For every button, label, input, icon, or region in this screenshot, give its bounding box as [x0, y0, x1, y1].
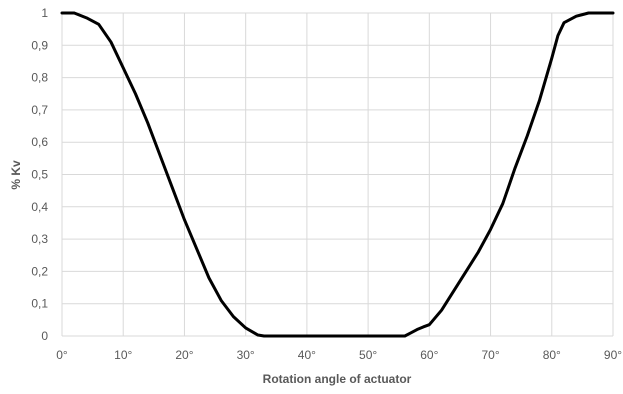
- y-tick-label-4: 0,4: [31, 200, 48, 214]
- y-tick-label-9: 0,9: [31, 38, 48, 52]
- y-axis-title: % Kv: [9, 160, 23, 190]
- y-axis-ticks: 0 0,1 0,2 0,3 0,4 0,5 0,6 0,7 0,8 0,9 1: [31, 6, 48, 343]
- x-tick-label-7: 70°: [481, 348, 499, 362]
- y-tick-label-0: 0: [41, 329, 48, 343]
- x-tick-label-4: 40°: [298, 348, 316, 362]
- x-tick-label-5: 50°: [359, 348, 377, 362]
- y-tick-label-1: 0,1: [31, 297, 48, 311]
- x-tick-label-9: 90°: [604, 348, 622, 362]
- x-tick-label-2: 20°: [175, 348, 193, 362]
- gridlines: [62, 13, 613, 336]
- y-tick-label-3: 0,3: [31, 232, 48, 246]
- x-tick-label-0: 0°: [56, 348, 68, 362]
- y-tick-label-5: 0,5: [31, 168, 48, 182]
- y-tick-label-10: 1: [41, 6, 48, 20]
- y-tick-label-7: 0,7: [31, 103, 48, 117]
- x-axis-title: Rotation angle of actuator: [263, 372, 412, 386]
- y-tick-label-6: 0,6: [31, 135, 48, 149]
- x-tick-label-8: 80°: [543, 348, 561, 362]
- y-tick-label-2: 0,2: [31, 264, 48, 278]
- x-tick-label-6: 60°: [420, 348, 438, 362]
- x-axis-ticks: 0° 10° 20° 30° 40° 50° 60° 70° 80° 90°: [56, 348, 622, 362]
- x-tick-label-1: 10°: [114, 348, 132, 362]
- y-tick-label-8: 0,8: [31, 71, 48, 85]
- x-tick-label-3: 30°: [237, 348, 255, 362]
